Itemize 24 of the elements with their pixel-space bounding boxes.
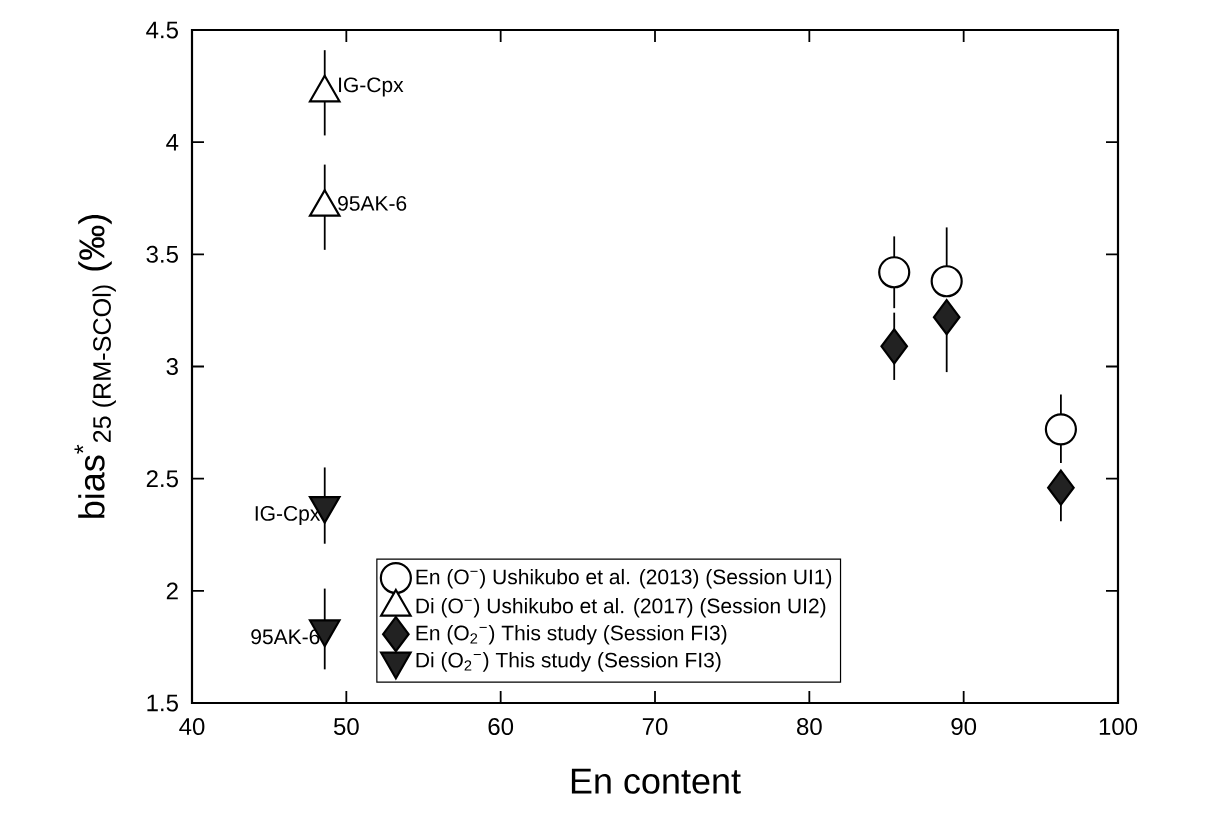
y-tick-label: 1.5 xyxy=(147,694,178,712)
x-tick-label: 60 xyxy=(488,718,514,736)
y-tick-label: 2 xyxy=(166,582,178,600)
x-tick-label: 50 xyxy=(333,718,359,736)
annotation: IG-Cpx xyxy=(339,77,404,97)
x-axis-title: En content xyxy=(571,768,741,794)
x-tick-label: 80 xyxy=(797,718,822,736)
y-tick-label: 2.5 xyxy=(146,470,178,488)
y-axis-title: bias$^{*}$$_{25 (RM-SCOl)}$ (‰) xyxy=(74,215,116,518)
annotation: 95AK-6 xyxy=(338,195,407,211)
y-tick-label: 4 xyxy=(166,133,179,151)
x-tick-label: 100 xyxy=(1099,718,1138,736)
legend-label: En (O$^{−}$) Ushikubo et al. (2013) (Session UI1) xyxy=(416,568,832,589)
y-tick-label: 3 xyxy=(166,358,178,376)
x-tick-label: 90 xyxy=(951,718,977,736)
y-tick-label: 4.5 xyxy=(146,21,178,39)
x-tick-label: 70 xyxy=(642,718,668,736)
x-tick-label: 40 xyxy=(179,718,205,736)
legend-label: Di (O$^{−}$) Ushikubo et al. (2017) (Session UI2) xyxy=(416,597,826,618)
y-tick-label: 3.5 xyxy=(146,245,178,263)
legend-label: En (O$_{2}$$^{−}$) This study (Session FI3) xyxy=(416,625,727,645)
annotation: IG-Cpx xyxy=(255,505,321,525)
annotation: 95AK-6 xyxy=(251,629,320,645)
legend-label: Di (O$_{2}$$^{−}$) This study (Session FI3) xyxy=(416,652,721,672)
